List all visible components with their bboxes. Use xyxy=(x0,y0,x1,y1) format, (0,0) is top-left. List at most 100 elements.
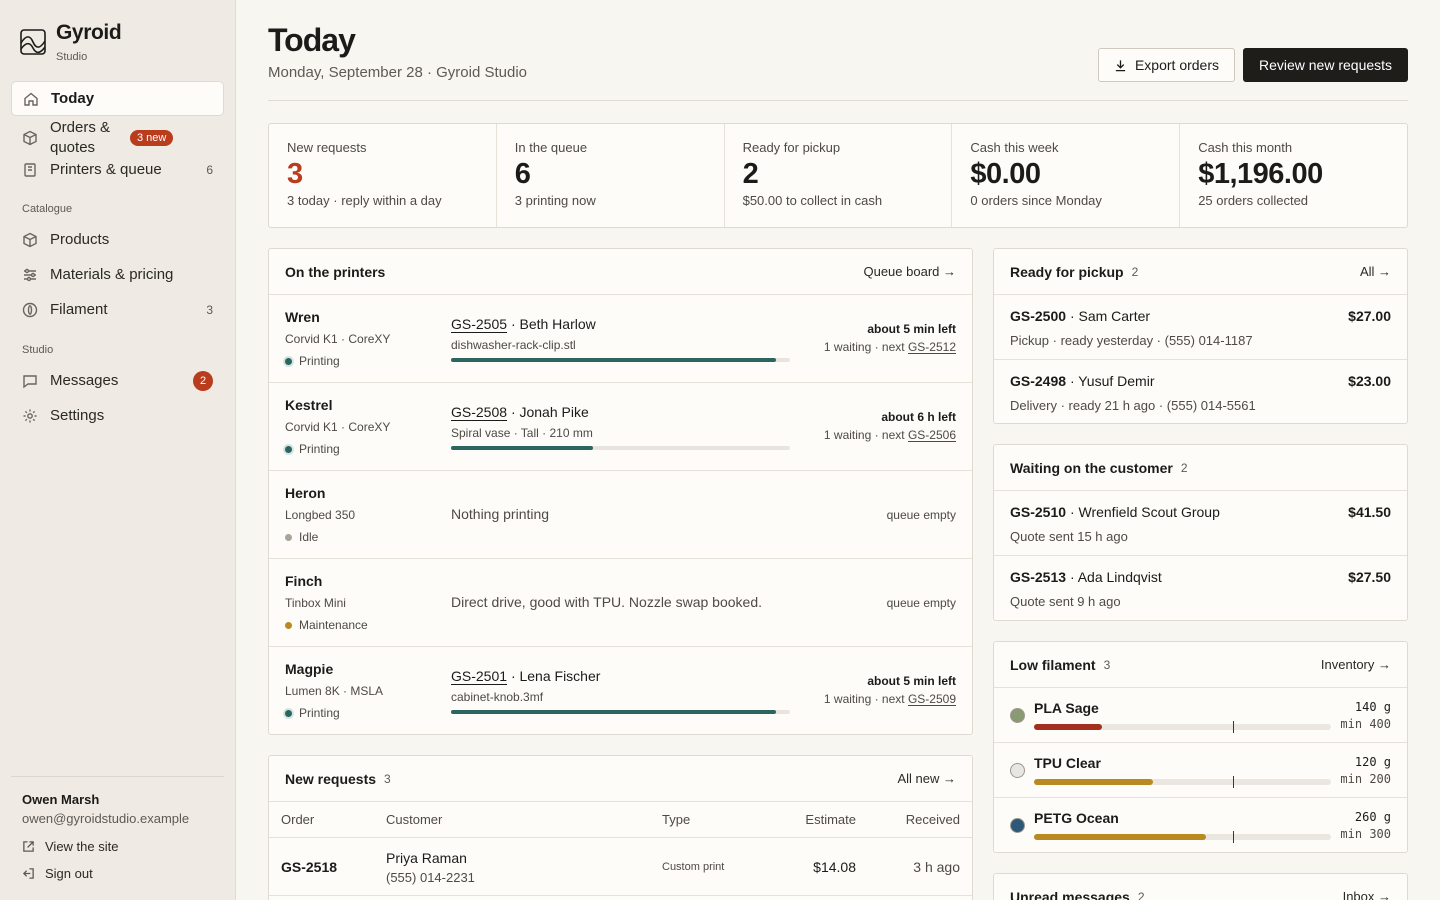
messages-card: Unread messages 2 Inbox → xyxy=(993,873,1408,900)
filament-min: min 400 xyxy=(1340,717,1391,731)
card-count: 2 xyxy=(1137,889,1145,900)
job-file: cabinet-knob.3mf xyxy=(451,690,544,704)
col-type[interactable]: Type xyxy=(662,812,691,827)
job-progress-fill xyxy=(451,446,594,450)
printer-row-wren[interactable]: Wren Corvid K1 · CoreXY Printing GS-2505… xyxy=(269,295,972,383)
next-job-link[interactable]: GS-2512 xyxy=(907,340,956,354)
filament-row[interactable]: PLA Sage 140 g min 400 xyxy=(994,688,1407,743)
job-file: dishwasher-rack-clip.stl xyxy=(451,338,576,352)
printer-status: Printing xyxy=(285,354,340,368)
sign-out-icon xyxy=(22,868,34,879)
order-id: GS-2510 xyxy=(1010,504,1067,520)
sidebar-footer: Owen Marsh owen@gyroidstudio.example Vie… xyxy=(11,776,224,881)
status-label: Printing xyxy=(299,442,340,456)
nav-filament[interactable]: Filament 3 xyxy=(11,292,224,327)
table-row[interactable]: GS-2518 Priya Raman (555) 014-2231 Custo… xyxy=(269,838,972,896)
inventory-link[interactable]: Inventory → xyxy=(1320,657,1391,672)
stat-cash-month[interactable]: Cash this month $1,196.00 25 orders coll… xyxy=(1180,124,1407,227)
job-progress-bar xyxy=(451,446,790,450)
queue-board-link[interactable]: Queue board → xyxy=(863,264,956,279)
all-new-link[interactable]: All new → xyxy=(897,771,956,786)
order-id: GS-2500 xyxy=(1010,308,1067,324)
printer-note: Nothing printing xyxy=(451,506,550,522)
filament-level-fill xyxy=(1034,779,1153,785)
nav-messages[interactable]: Messages 2 xyxy=(11,363,224,398)
job-id-link[interactable]: GS-2505 xyxy=(451,316,508,332)
status-label: Idle xyxy=(299,530,319,544)
card-title: On the printers xyxy=(285,263,386,280)
filament-count: 3 xyxy=(206,302,213,317)
job-eta: about 6 h left xyxy=(881,410,956,424)
nav-printers-queue[interactable]: Printers & queue 6 xyxy=(11,152,224,187)
job-id-link[interactable]: GS-2508 xyxy=(451,404,508,420)
filament-swatch-icon xyxy=(1010,818,1025,833)
pickup-row[interactable]: GS-2500 · Sam Carter Pickup · ready yest… xyxy=(994,295,1407,360)
nav-materials-pricing[interactable]: Materials & pricing xyxy=(11,257,224,292)
job-line: GS-2508 · Jonah Pike xyxy=(451,404,589,420)
section-studio: Studio xyxy=(22,344,54,356)
stat-value: 6 xyxy=(514,158,531,190)
view-site-link[interactable]: View the site xyxy=(22,839,118,854)
waiting-row[interactable]: GS-2513 · Ada Lindqvist Quote sent 9 h a… xyxy=(994,556,1407,620)
job-progress-bar xyxy=(451,710,790,714)
printer-model: Tinbox Mini xyxy=(285,596,346,610)
filament-min-marker xyxy=(1232,776,1234,788)
col-order[interactable]: Order xyxy=(281,812,315,827)
stat-in-queue[interactable]: In the queue 6 3 printing now xyxy=(497,124,725,227)
queue-status: queue empty xyxy=(886,596,956,610)
printer-row-magpie[interactable]: Magpie Lumen 8K · MSLA Printing GS-2501 … xyxy=(269,647,972,734)
card-header: Unread messages 2 Inbox → xyxy=(994,874,1407,900)
card-count: 2 xyxy=(1131,264,1139,279)
filament-name: PETG Ocean xyxy=(1034,810,1119,826)
printer-row-kestrel[interactable]: Kestrel Corvid K1 · CoreXY Printing GS-2… xyxy=(269,383,972,471)
gear-icon xyxy=(23,409,37,422)
status-dot-icon xyxy=(285,357,292,365)
filament-row[interactable]: TPU Clear 120 g min 200 xyxy=(994,743,1407,798)
nav-today[interactable]: Today xyxy=(11,81,224,116)
next-job-link[interactable]: GS-2509 xyxy=(907,692,956,706)
col-customer[interactable]: Customer xyxy=(386,812,443,827)
nav-products[interactable]: Products xyxy=(11,222,224,257)
job-next: 1 waiting · next GS-2509 xyxy=(824,692,956,706)
filament-min: min 300 xyxy=(1340,827,1391,841)
printer-note: Direct drive, good with TPU. Nozzle swap… xyxy=(451,594,762,610)
sign-out-label: Sign out xyxy=(45,866,93,881)
all-pickup-link[interactable]: All → xyxy=(1359,264,1391,279)
waiting-row[interactable]: GS-2510 · Wrenfield Scout Group Quote se… xyxy=(994,491,1407,556)
stat-note: 3 today · reply within a day xyxy=(287,193,442,208)
job-eta: about 5 min left xyxy=(867,322,956,336)
nav-label: Today xyxy=(51,89,95,107)
job-id-link[interactable]: GS-2501 xyxy=(451,668,508,684)
stat-note: 25 orders collected xyxy=(1198,193,1309,208)
nav-settings[interactable]: Settings xyxy=(11,398,224,433)
printer-row-heron[interactable]: Heron Longbed 350 Idle Nothing printing … xyxy=(269,471,972,559)
next-job-link[interactable]: GS-2506 xyxy=(907,428,956,442)
status-dot-icon xyxy=(285,621,292,629)
stat-new-requests[interactable]: New requests 3 3 today · reply within a … xyxy=(269,124,497,227)
filament-qty: 260 g xyxy=(1354,810,1391,824)
sidebar: Gyroid Studio Today Orders & quotes 3 ne… xyxy=(0,0,236,900)
col-estimate[interactable]: Estimate xyxy=(805,812,856,827)
nav-orders-quotes[interactable]: Orders & quotes 3 new xyxy=(11,119,224,156)
printer-row-finch[interactable]: Finch Tinbox Mini Maintenance Direct dri… xyxy=(269,559,972,647)
filament-row[interactable]: PETG Ocean 260 g min 300 xyxy=(994,798,1407,852)
review-requests-button[interactable]: Review new requests xyxy=(1243,48,1408,82)
col-received[interactable]: Received xyxy=(905,812,960,827)
pickup-row[interactable]: GS-2498 · Yusuf Demir Delivery · ready 2… xyxy=(994,360,1407,423)
brand[interactable]: Gyroid Studio xyxy=(20,22,122,63)
order-amount: $27.50 xyxy=(1348,569,1391,585)
filament-name: TPU Clear xyxy=(1034,755,1101,771)
external-link-icon xyxy=(23,841,34,852)
export-orders-button[interactable]: Export orders xyxy=(1098,48,1235,82)
stat-cash-week[interactable]: Cash this week $0.00 0 orders since Mond… xyxy=(952,124,1181,227)
sign-out-link[interactable]: Sign out xyxy=(22,866,93,881)
stat-ready-pickup[interactable]: Ready for pickup 2 $50.00 to collect in … xyxy=(725,124,953,227)
job-progress-bar xyxy=(451,358,790,362)
nav-label: Settings xyxy=(50,406,105,424)
download-icon xyxy=(1115,59,1126,71)
inbox-link[interactable]: Inbox → xyxy=(1342,889,1391,900)
job-customer: · Lena Fischer xyxy=(510,668,601,684)
job-progress-fill xyxy=(451,358,777,362)
customer-name: Priya Raman xyxy=(386,850,467,866)
printer-name: Magpie xyxy=(285,661,334,677)
